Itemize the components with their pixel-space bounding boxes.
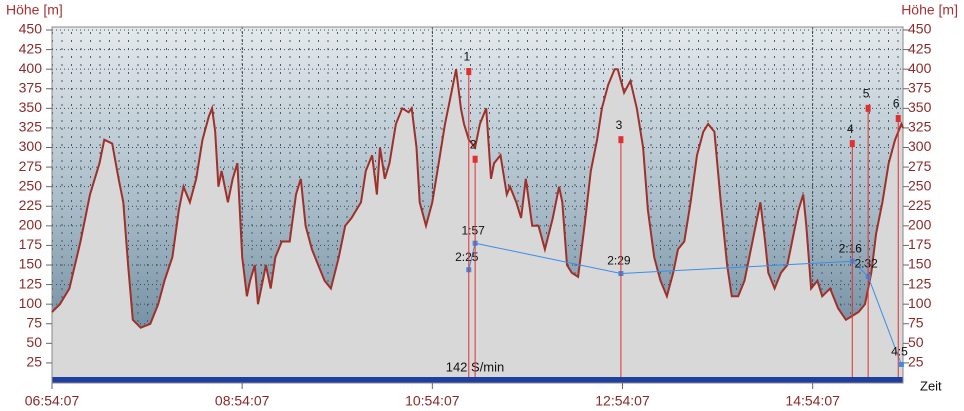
y-tick-label: 200 [19,217,43,233]
x-tick-label: 14:54:07 [785,393,840,409]
y-tick-label: 325 [19,119,43,135]
elevation-area [52,69,903,383]
x-tick-label: 10:54:07 [405,393,460,409]
y-tick-label: 225 [19,197,43,213]
y-tick-label: 250 [19,177,43,193]
y2-tick-label: 450 [908,21,932,37]
y2-tick-label: 400 [908,60,932,76]
y-tick-label: 100 [19,295,43,311]
waypoint-label: 5 [863,87,870,101]
y2-tick-label: 175 [908,236,932,252]
y-tick-label: 350 [19,99,43,115]
waypoint-label: 1 [463,50,470,64]
x-axis-label: Zeit [920,378,942,393]
pace-label: 2:32 [854,257,878,271]
y-tick-label: 25 [26,354,42,370]
y2-tick-label: 275 [908,158,932,174]
cadence-bar [52,377,903,383]
x-tick-label: 12:54:07 [595,393,650,409]
x-tick-label: 08:54:07 [215,393,270,409]
pace-line [468,242,902,365]
y-tick-label: 300 [19,138,43,154]
waypoint [618,136,624,144]
y2-tick-label: 225 [908,197,932,213]
plot-border [51,26,904,384]
y2-tick-label: 125 [908,275,932,291]
waypoint-label: 2 [470,137,477,151]
waypoint-label: 3 [616,118,623,132]
y2-tick-label: 350 [908,99,932,115]
y2-tick-label: 375 [908,79,932,95]
waypoint [466,68,472,76]
y-tick-label: 50 [26,334,42,350]
y2-tick-label: 325 [908,119,932,135]
elevation-line [51,68,904,329]
y-tick-label: 450 [19,21,43,37]
y2-tick-label: 25 [908,354,924,370]
pace-label: 1:57 [461,223,485,237]
pace-label: 4:5 [891,345,908,359]
x-tick-label: 06:54:07 [25,393,80,409]
waypoint-label: 4 [847,122,854,136]
y2-tick-label: 100 [908,295,932,311]
y-axis-label: Höhe [m] [6,2,63,18]
y-tick-label: 275 [19,158,43,174]
y2-tick-label: 425 [908,40,932,56]
y-tick-label: 125 [19,275,43,291]
y2-axis-label: Höhe [m] [901,2,958,18]
y-tick-label: 150 [19,256,43,272]
y-tick-label: 425 [19,40,43,56]
waypoint [865,104,871,112]
waypoint [895,115,901,123]
y2-tick-label: 150 [908,256,932,272]
waypoint [849,140,855,148]
y-tick-label: 400 [19,60,43,76]
waypoint [472,155,478,163]
waypoint-label: 6 [893,97,900,111]
y2-tick-label: 75 [908,314,924,330]
y2-tick-label: 300 [908,138,932,154]
y-tick-label: 75 [26,314,42,330]
y-tick-label: 375 [19,79,43,95]
y-tick-label: 175 [19,236,43,252]
pace-point [898,361,904,367]
y2-tick-label: 200 [908,217,932,233]
y2-tick-label: 50 [908,334,924,350]
pace-label: 2:16 [839,241,863,255]
pace-label: 2:25 [455,250,479,264]
pace-label: 2:29 [607,254,631,268]
y2-tick-label: 250 [908,177,932,193]
